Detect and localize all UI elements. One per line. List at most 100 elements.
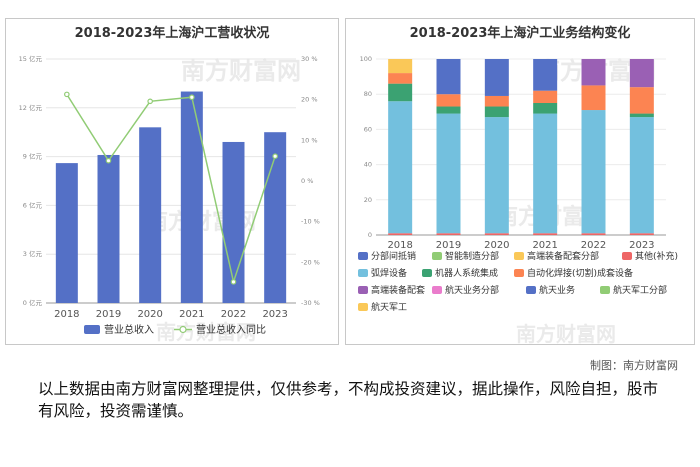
legend-swatch: [358, 286, 368, 294]
yoy-point: [272, 153, 278, 159]
x-axis-tick-label: 2018: [54, 309, 79, 320]
stacked-segment: [484, 95, 509, 107]
legend-swatch: [622, 252, 632, 260]
stacked-segment: [436, 233, 461, 235]
stacked-segment: [436, 94, 461, 107]
y-axis-tick-label: 20: [364, 196, 372, 204]
stacked-segment: [533, 233, 558, 235]
legend-label: 高端装备配套: [371, 284, 425, 296]
x-axis-tick-label: 2021: [532, 240, 557, 251]
legend-label-yoy: 营业总收入同比: [196, 323, 266, 336]
stacked-segment: [388, 101, 413, 234]
legend-swatch: [600, 286, 610, 294]
chart-credit: 制图：南方财富网: [590, 359, 678, 372]
stacked-segment: [484, 59, 509, 96]
y-axis-tick-label: 9 亿元: [23, 152, 43, 161]
legend-swatch: [514, 252, 524, 260]
x-axis-tick-label: 2018: [387, 240, 412, 251]
legend-swatch: [358, 269, 368, 277]
legend-swatch: [432, 252, 442, 260]
x-axis-tick-label: 2019: [96, 309, 121, 320]
legend-label: 弧焊设备: [371, 267, 407, 279]
stacked-segment: [484, 117, 509, 234]
stacked-segment: [436, 59, 461, 95]
business-structure-chart-panel: 2018-2023年上海沪工业务结构变化 南方财富网南方财富网南方财富网0204…: [345, 18, 695, 346]
legend-swatch: [526, 286, 536, 294]
stacked-segment: [629, 117, 654, 234]
legend-swatch-yoy-point: [179, 325, 187, 334]
legend-swatch: [358, 252, 368, 260]
yoy-point: [105, 157, 112, 164]
x-axis-tick-label: 2022: [581, 240, 606, 251]
x-axis-tick-label: 2021: [179, 309, 204, 320]
y-axis-tick-label: 0: [368, 231, 372, 239]
y-axis-tick-label: 60: [364, 125, 372, 133]
x-axis-tick-label: 2023: [262, 309, 287, 320]
legend-label: 其他(补充): [635, 250, 678, 262]
revenue-bar: [97, 154, 120, 303]
legend-label: 航天业务: [539, 284, 575, 296]
stacked-segment: [581, 85, 606, 111]
legend-label: 智能制造分部: [445, 250, 499, 262]
x-axis-tick-label: 2020: [484, 240, 509, 251]
stacked-segment: [629, 233, 654, 235]
y-axis-tick-label: 12 亿元: [19, 103, 43, 112]
revenue-bar: [139, 127, 162, 303]
revenue-chart-panel: 2018-2023年上海沪工营收状况 南方财富网南方财富网南方财富网0 亿元3 …: [5, 18, 339, 345]
legend-label: 航天军工: [371, 301, 407, 313]
legend-label-revenue: 营业总收入: [104, 323, 154, 336]
stacked-segment: [533, 90, 558, 103]
y-axis-tick-label: 6 亿元: [23, 200, 43, 209]
legend-swatch-revenue: [84, 325, 100, 334]
revenue-bar: [180, 91, 203, 304]
legend-label: 自动化焊接(切割)成套设备: [527, 267, 633, 279]
yoy-point: [230, 279, 237, 285]
stacked-segment: [436, 106, 461, 114]
business-structure-chart-title: 2018-2023年上海沪工业务结构变化: [409, 26, 631, 41]
stacked-segment: [581, 233, 606, 235]
y-axis-tick-label: 15 亿元: [19, 54, 43, 63]
y-axis-tick-label: 40: [364, 161, 372, 169]
legend-swatch: [514, 269, 524, 277]
stacked-segment: [629, 87, 654, 114]
y2-axis-tick-label: -20 %: [301, 258, 320, 266]
legend-label: 航天业务分部: [445, 284, 499, 296]
stacked-segment: [388, 233, 413, 235]
legend-label: 高端装备配套分部: [527, 250, 599, 262]
stacked-segment: [388, 73, 413, 84]
x-axis-tick-label: 2022: [221, 309, 246, 320]
watermark-text: 南方财富网: [156, 320, 256, 344]
y-axis-tick-label: 80: [364, 90, 372, 98]
y-axis-tick-label: 3 亿元: [23, 249, 43, 258]
revenue-bar: [222, 141, 245, 303]
yoy-point: [189, 94, 195, 101]
stacked-segment: [533, 113, 558, 234]
legend-swatch: [422, 269, 432, 277]
x-axis-tick-label: 2019: [436, 240, 461, 251]
legend-label: 机器人系统集成: [435, 267, 498, 279]
y-axis-tick-label: 100: [360, 55, 372, 63]
legend-label: 航天军工分部: [613, 284, 667, 296]
legend-swatch: [358, 303, 368, 311]
stacked-segment: [629, 59, 654, 88]
yoy-line: [66, 93, 276, 285]
disclaimer-text: 以上数据由南方财富网整理提供，仅供参考，不构成投资建议，据此操作，风险自担，股市…: [38, 380, 659, 420]
y2-axis-tick-label: 30 %: [301, 55, 318, 63]
business-structure-chart-svg: 南方财富网南方财富网南方财富网0204060801002018201920202…: [358, 55, 678, 346]
stacked-segment: [436, 113, 461, 234]
y-axis-tick-label: 0 亿元: [23, 298, 43, 307]
x-axis-tick-label: 2020: [137, 309, 162, 320]
y2-axis-tick-label: 20 %: [301, 96, 318, 104]
x-axis-tick-label: 2023: [629, 240, 654, 251]
stacked-segment: [581, 110, 606, 234]
watermark-text: 南方财富网: [181, 57, 301, 85]
stacked-segment: [533, 103, 558, 114]
stacked-segment: [388, 83, 413, 102]
yoy-point: [147, 98, 153, 105]
stacked-segment: [484, 106, 509, 118]
y2-axis-tick-label: 0 %: [301, 177, 313, 185]
stacked-segment: [388, 59, 413, 74]
y2-axis-tick-label: -30 %: [301, 299, 320, 307]
watermark-text: 南方财富网: [516, 322, 616, 346]
stacked-segment: [533, 59, 558, 91]
